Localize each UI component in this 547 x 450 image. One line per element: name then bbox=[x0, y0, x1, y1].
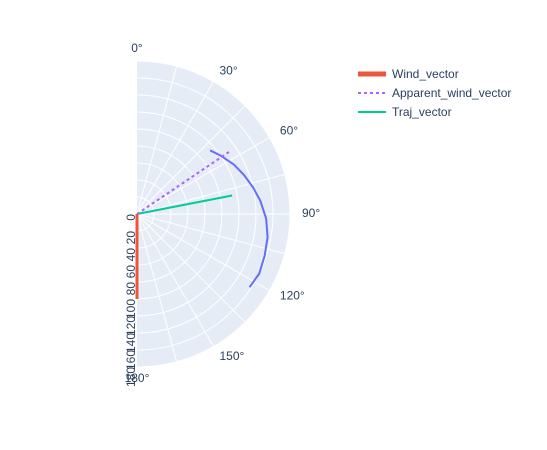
angular-gridline bbox=[136, 213, 214, 347]
traces bbox=[135, 149, 269, 299]
legend-label: Apparent_wind_vector bbox=[392, 86, 511, 100]
angular-gridline bbox=[136, 213, 270, 291]
angular-tick-label: 150° bbox=[220, 349, 245, 363]
angular-gridline bbox=[136, 173, 285, 215]
radial-tick-label: 120 bbox=[124, 316, 138, 336]
angular-tick-label: 0° bbox=[131, 41, 143, 55]
series-line-traj-vector bbox=[136, 194, 233, 215]
angular-tick-label: 120° bbox=[280, 289, 305, 303]
angular-tick-label: 180° bbox=[125, 371, 150, 385]
radial-tick-label: 20 bbox=[124, 231, 138, 245]
angular-tick-label: 60° bbox=[280, 124, 298, 138]
legend[interactable]: Wind_vector Apparent_wind_vector Traj_vect… bbox=[358, 67, 511, 119]
radial-tick-label: 0 bbox=[124, 214, 138, 221]
angular-gridline bbox=[136, 137, 270, 215]
angular-gridline bbox=[136, 105, 246, 215]
radial-tick-label: 100 bbox=[124, 299, 138, 319]
radial-tick-label: 160 bbox=[124, 350, 138, 370]
legend-item-apparent-wind-vector[interactable]: Apparent_wind_vector bbox=[358, 86, 511, 100]
legend-item-traj-vector[interactable]: Traj_vector bbox=[358, 105, 452, 119]
radial-tick-label: 180 bbox=[124, 367, 138, 387]
radial-tick-label: 140 bbox=[124, 333, 138, 353]
polar-grid bbox=[136, 60, 291, 368]
angular-gridline bbox=[136, 213, 178, 362]
legend-label: Wind_vector bbox=[392, 67, 459, 81]
angular-tick-label: 90° bbox=[302, 206, 320, 220]
angular-gridline bbox=[136, 66, 178, 215]
radial-tick-label: 60 bbox=[124, 265, 138, 279]
angular-gridline bbox=[136, 213, 285, 255]
angular-gridline bbox=[136, 81, 214, 215]
legend-item-wind-vector[interactable]: Wind_vector bbox=[358, 67, 459, 81]
series-line-arc bbox=[209, 149, 269, 288]
legend-label: Traj_vector bbox=[392, 105, 452, 119]
angular-tick-label: 30° bbox=[220, 63, 238, 77]
series-line-apparent-wind-vector bbox=[136, 149, 232, 215]
angular-gridline bbox=[136, 213, 246, 323]
radial-tick-label: 80 bbox=[124, 282, 138, 296]
radial-tick-label: 40 bbox=[124, 248, 138, 262]
